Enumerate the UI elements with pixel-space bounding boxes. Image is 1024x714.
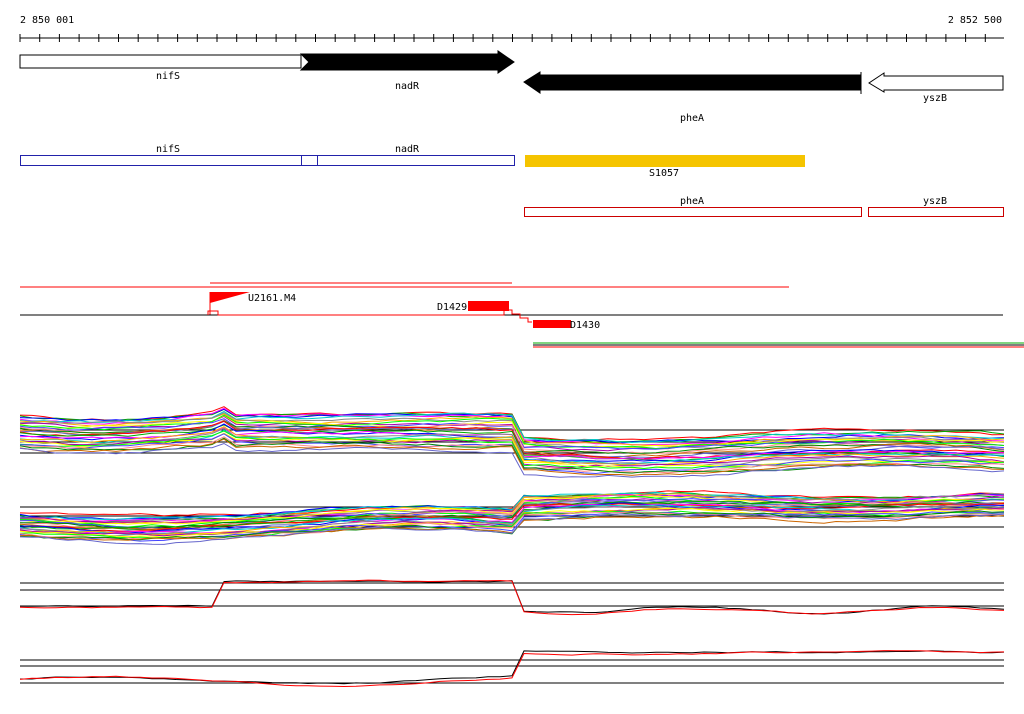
- gene-label-yszB: yszB: [923, 93, 947, 104]
- expression-series-line: [20, 580, 1005, 615]
- u-feature-label: U2161.M4: [248, 293, 296, 304]
- ruler-ticks: [19, 34, 986, 42]
- d2-feature-label: D1430: [570, 320, 600, 331]
- expression-series-line: [19, 579, 1005, 616]
- expression-series-line: [19, 436, 1005, 474]
- d2-feature-bar[interactable]: [533, 320, 571, 328]
- gene-label-nadR: nadR: [395, 81, 420, 92]
- feature-step-outline: [207, 309, 532, 323]
- expression-series-line: [19, 513, 1005, 545]
- blue-box-nadR[interactable]: [317, 155, 515, 166]
- expression-series-line: [19, 510, 1005, 541]
- gene-arrow-nadR[interactable]: [299, 50, 515, 74]
- d1-feature-label: D1429: [437, 302, 467, 313]
- u-feature-flag[interactable]: [210, 292, 250, 303]
- segment-bar[interactable]: [525, 155, 805, 167]
- expression-series-line: [19, 496, 1005, 524]
- blue-label-nifS: nifS: [156, 144, 180, 155]
- d1-feature-bar[interactable]: [468, 301, 509, 311]
- red-label-yszB: yszB: [923, 196, 947, 207]
- ruler-end-label: 2 852 500: [948, 15, 1002, 26]
- expression-series-line: [19, 442, 1005, 478]
- red-label-pheA: pheA: [680, 196, 704, 207]
- blue-label-nadR: nadR: [395, 144, 420, 155]
- expression-series-line: [19, 408, 1005, 444]
- red-box-yszB[interactable]: [868, 207, 1004, 217]
- ruler-start-label: 2 850 001: [20, 15, 74, 26]
- expression-panel-2: [19, 490, 1005, 545]
- expression-series-line: [19, 490, 1005, 517]
- gene-track: nifS nadR pheA yszB: [19, 50, 1004, 124]
- expression-series-line: [19, 414, 1005, 450]
- expression-series-line: [19, 505, 1005, 537]
- expression-series-line: [19, 438, 1005, 476]
- expression-series-line: [19, 427, 1005, 466]
- blue-box-mid[interactable]: [301, 155, 318, 166]
- expression-panel-3: [19, 579, 1005, 616]
- gene-arrow-pheA[interactable]: [523, 71, 862, 94]
- expression-series-line: [19, 420, 1005, 460]
- gene-label-nifS: nifS: [156, 71, 180, 82]
- red-annotation-track: pheA yszB: [524, 196, 1004, 217]
- gene-arrow-nifS[interactable]: [19, 54, 302, 69]
- gene-label-pheA: pheA: [680, 113, 704, 124]
- gene-arrow-yszB[interactable]: [868, 72, 1004, 93]
- expression-series-line: [20, 650, 1005, 685]
- segment-label: S1057: [649, 168, 679, 179]
- blue-annotation-track: nifS nadR: [20, 144, 515, 166]
- expression-series-line: [19, 412, 1005, 450]
- expression-series-line: [19, 415, 1005, 448]
- coordinate-ruler: 2 850 001 2 852 500: [19, 15, 1004, 42]
- expression-panel-4: [19, 650, 1005, 688]
- expression-panel-1: [19, 406, 1005, 478]
- feature-track: U2161.M4 D1429 D1430: [20, 282, 1024, 348]
- expression-series-line: [19, 650, 1005, 688]
- expression-series-line: [19, 426, 1005, 466]
- red-box-pheA[interactable]: [524, 207, 862, 217]
- segment-track: S1057: [525, 155, 805, 179]
- blue-box-nifS[interactable]: [20, 155, 302, 166]
